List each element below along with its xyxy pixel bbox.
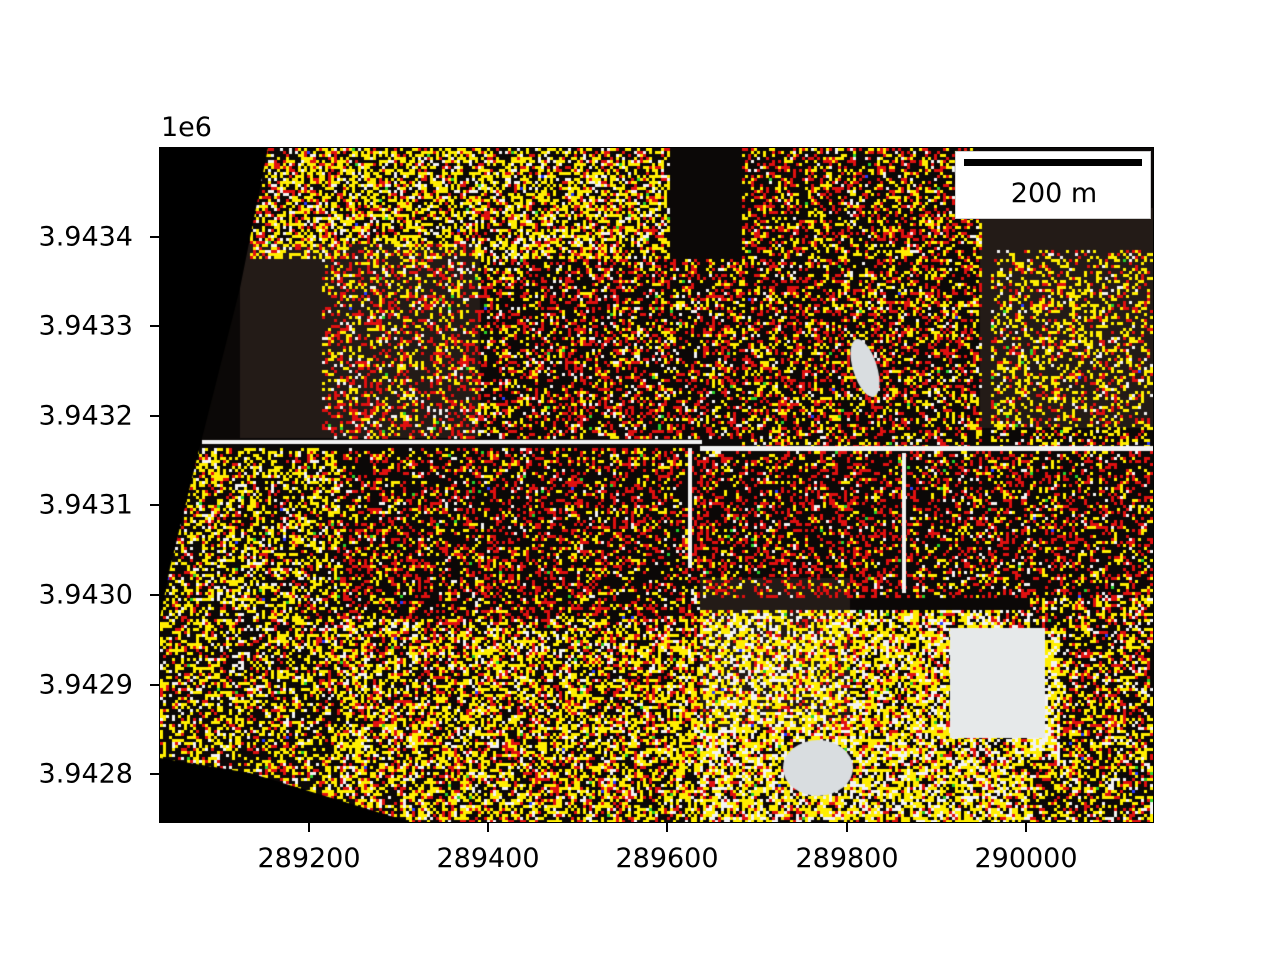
- y-tick-label: 3.9428: [38, 758, 133, 790]
- x-tick-label: 289600: [615, 843, 719, 874]
- y-tick-label: 3.9432: [38, 400, 133, 432]
- scale-bar-label: 200 m: [1010, 178, 1098, 209]
- x-tick-label: 289200: [257, 843, 361, 874]
- y-tick-label: 3.9434: [38, 221, 133, 253]
- x-tick-mark: [846, 823, 848, 832]
- x-tick-mark: [487, 823, 489, 832]
- x-tick-mark: [308, 823, 310, 832]
- x-tick-label: 289800: [795, 843, 899, 874]
- y-tick-label: 3.9433: [38, 310, 133, 342]
- y-tick-mark: [150, 594, 159, 596]
- scale-bar: 200 m: [955, 151, 1151, 219]
- scale-bar-line: [964, 159, 1142, 166]
- y-tick-mark: [150, 773, 159, 775]
- y-tick-mark: [150, 684, 159, 686]
- raster-image: [160, 148, 1153, 822]
- y-tick-mark: [150, 325, 159, 327]
- x-tick-label: 290000: [974, 843, 1078, 874]
- y-tick-mark: [150, 415, 159, 417]
- x-tick-mark: [1025, 823, 1027, 832]
- y-tick-label: 3.9429: [38, 669, 133, 701]
- y-tick-mark: [150, 504, 159, 506]
- x-tick-mark: [666, 823, 668, 832]
- map-raster-area[interactable]: [160, 148, 1153, 822]
- y-tick-label: 3.9430: [38, 579, 133, 611]
- y-tick-mark: [150, 236, 159, 238]
- y-axis-offset-label: 1e6: [161, 112, 212, 143]
- y-tick-label: 3.9431: [38, 489, 133, 521]
- x-tick-label: 289400: [436, 843, 540, 874]
